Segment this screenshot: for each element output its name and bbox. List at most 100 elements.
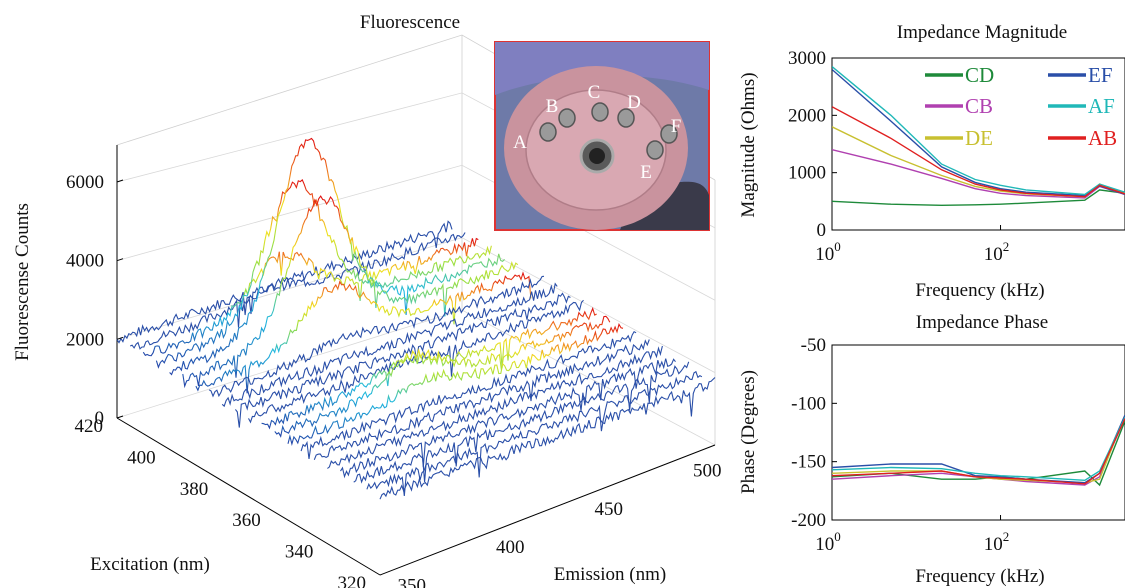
phase-x-tick-labels: 100 102 bbox=[815, 515, 1009, 555]
excitation-tick-label: 320 bbox=[338, 573, 367, 588]
z-tick-label: 4000 bbox=[66, 251, 104, 272]
electrode-pad bbox=[660, 124, 678, 144]
electrode-label: D bbox=[627, 92, 641, 113]
electrode-photo-inset: AB C D E F bbox=[494, 41, 710, 231]
excitation-tick-label: 420 bbox=[75, 416, 104, 437]
spectrum-line bbox=[379, 377, 716, 500]
electrode-pad bbox=[646, 140, 664, 160]
fluorescence-chart: Fluorescence 0 2000 4000 6000 Fluorescense … bbox=[12, 12, 722, 588]
emission-axis-label: Emission (nm) bbox=[554, 564, 666, 585]
magnitude-plot-area bbox=[831, 57, 1125, 231]
series-line-af bbox=[832, 66, 1125, 196]
z-gridline bbox=[116, 237, 716, 373]
electrode-pad bbox=[539, 122, 557, 142]
spectrum-line bbox=[208, 275, 545, 398]
spectrum-line bbox=[287, 322, 624, 446]
spectrum-line bbox=[129, 232, 466, 350]
impedance-phase-chart: Impedance Phase -50 -100 -150 -200 100 102 P… bbox=[738, 312, 1125, 587]
excitation-tick-label: 360 bbox=[232, 510, 261, 531]
electrode-label: E bbox=[640, 162, 652, 183]
series-line-af bbox=[832, 417, 1125, 482]
z-tick-mark bbox=[116, 258, 124, 262]
spectrum-line bbox=[195, 271, 532, 394]
electrode-pad bbox=[558, 108, 576, 128]
spectrum-line bbox=[300, 330, 637, 459]
z-tick-mark bbox=[116, 415, 124, 419]
spectrum-line bbox=[248, 299, 584, 424]
phase-title: Impedance Phase bbox=[916, 312, 1048, 333]
electrode-pads: AB C D E F bbox=[513, 82, 681, 183]
electrode-pad bbox=[591, 102, 609, 122]
electrode-label: A bbox=[513, 132, 527, 153]
series-line-ab bbox=[832, 106, 1125, 198]
center-port-hole bbox=[589, 148, 605, 164]
magnitude-y-label: Magnitude (Ohms) bbox=[738, 72, 759, 217]
spectrum-line bbox=[116, 220, 453, 344]
z-tick-label: 6000 bbox=[66, 172, 104, 193]
spectrum-line bbox=[353, 361, 690, 484]
phase-y-label: Phase (Degrees) bbox=[738, 370, 759, 494]
spectrum-line bbox=[155, 178, 492, 369]
phase-x-label: Frequency (kHz) bbox=[915, 566, 1044, 587]
fluorescence-spectra bbox=[116, 137, 716, 500]
legend-label: CD bbox=[965, 63, 994, 87]
legend-label: DE bbox=[965, 126, 993, 150]
spectrum-line bbox=[274, 315, 611, 438]
phase-y-tick-labels: -50 -100 -150 -200 bbox=[791, 335, 837, 531]
z-tick-labels: 0 2000 4000 6000 bbox=[66, 172, 124, 429]
excitation-axis-label: Excitation (nm) bbox=[90, 554, 210, 575]
x-tick-label: 102 bbox=[984, 239, 1010, 265]
spectrum-line bbox=[313, 339, 650, 461]
magnitude-y-tick-labels: 0 1000 2000 3000 bbox=[788, 48, 837, 241]
series-line-ab bbox=[832, 418, 1125, 485]
y-tick-label: -50 bbox=[801, 335, 826, 356]
spectrum-line bbox=[221, 282, 558, 408]
spectrum-line bbox=[234, 292, 571, 428]
series-line-cd bbox=[832, 189, 1125, 207]
x-tick-label: 100 bbox=[815, 529, 841, 555]
excitation-tick-label: 340 bbox=[285, 542, 314, 563]
y-tick-label: -200 bbox=[791, 510, 826, 531]
emission-tick-label: 350 bbox=[397, 575, 426, 588]
impedance-magnitude-chart: Impedance Magnitude 0 1000 2000 3000 100 102… bbox=[738, 22, 1125, 301]
series-line-de bbox=[832, 414, 1125, 484]
legend-label: AF bbox=[1088, 94, 1115, 118]
spectrum-line bbox=[261, 306, 597, 430]
emission-axis-line bbox=[379, 444, 716, 576]
spectrum-line bbox=[169, 137, 505, 376]
excitation-tick-label: 400 bbox=[127, 447, 156, 468]
legend-label: AB bbox=[1088, 126, 1117, 150]
legend-label: EF bbox=[1088, 63, 1113, 87]
legend-label: CB bbox=[965, 94, 993, 118]
z-axis-label: Fluorescense Counts bbox=[12, 203, 33, 361]
phase-series bbox=[832, 414, 1125, 487]
y-tick-label: -100 bbox=[791, 393, 826, 414]
z-tick-mark bbox=[116, 336, 124, 340]
fluorescence-title: Fluorescence bbox=[360, 12, 460, 33]
z-tick-label: 2000 bbox=[66, 329, 104, 350]
y-tick-label: 0 bbox=[817, 220, 827, 241]
spectrum-line bbox=[182, 195, 519, 389]
spectrum-line bbox=[142, 237, 479, 357]
y-tick-label: 3000 bbox=[788, 48, 826, 69]
magnitude-title: Impedance Magnitude bbox=[897, 22, 1067, 43]
electrode-label: C bbox=[588, 82, 601, 103]
emission-tick-label: 500 bbox=[693, 461, 722, 482]
electrode-pad bbox=[617, 108, 635, 128]
electrode-label: B bbox=[546, 96, 559, 117]
z-gridline bbox=[116, 164, 716, 301]
magnitude-x-tick-labels: 100 102 bbox=[815, 225, 1009, 265]
excitation-tick-label: 380 bbox=[180, 479, 209, 500]
magnitude-series bbox=[832, 66, 1125, 207]
spectrum-line bbox=[366, 370, 703, 497]
series-line-ef bbox=[832, 414, 1125, 484]
phase-plot-area bbox=[831, 344, 1125, 521]
y-tick-label: -150 bbox=[791, 452, 826, 473]
x-tick-label: 102 bbox=[984, 529, 1010, 555]
emission-tick-labels: 350 400 450 500 bbox=[397, 461, 721, 588]
emission-tick-label: 400 bbox=[496, 537, 525, 558]
spectrum-line bbox=[327, 345, 663, 469]
y-tick-label: 2000 bbox=[788, 105, 826, 126]
z-tick-mark bbox=[116, 179, 124, 183]
